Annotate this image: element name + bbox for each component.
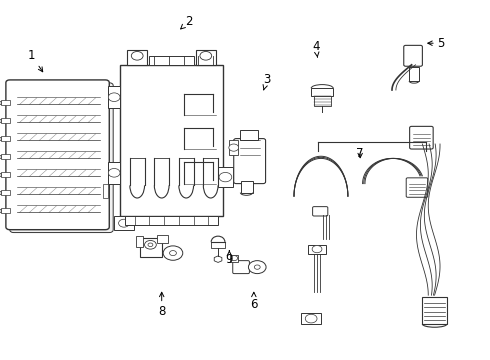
Bar	[0, 137, 1, 140]
Circle shape	[200, 51, 212, 60]
Circle shape	[108, 93, 120, 102]
Bar	[241, 181, 253, 193]
Bar	[0, 209, 1, 212]
Bar	[108, 86, 120, 108]
Bar	[149, 56, 194, 65]
FancyBboxPatch shape	[404, 45, 422, 66]
Bar	[1, 136, 10, 141]
Bar	[229, 140, 238, 155]
Bar	[0, 119, 1, 122]
Bar	[1, 100, 10, 105]
FancyBboxPatch shape	[10, 83, 113, 233]
Text: 6: 6	[250, 292, 258, 311]
FancyBboxPatch shape	[6, 80, 109, 230]
Bar	[157, 235, 168, 243]
Bar	[1, 154, 10, 159]
Text: 4: 4	[312, 40, 320, 58]
Polygon shape	[214, 256, 222, 262]
Bar	[196, 50, 216, 65]
Circle shape	[254, 265, 260, 269]
Circle shape	[229, 144, 239, 151]
Bar	[125, 216, 218, 225]
Circle shape	[231, 256, 238, 261]
Circle shape	[219, 172, 232, 182]
Circle shape	[108, 168, 120, 177]
Circle shape	[148, 243, 153, 247]
Bar	[301, 313, 321, 324]
Bar	[0, 155, 1, 158]
Text: 5: 5	[428, 37, 445, 50]
Bar	[1, 208, 10, 213]
Circle shape	[145, 240, 156, 249]
Circle shape	[305, 314, 317, 323]
Text: 9: 9	[225, 251, 233, 266]
Bar	[1, 172, 10, 177]
Text: 2: 2	[181, 15, 193, 29]
Bar	[114, 216, 134, 230]
Circle shape	[131, 51, 143, 60]
Circle shape	[248, 261, 266, 274]
Bar	[211, 242, 225, 248]
Text: 8: 8	[158, 292, 166, 318]
Circle shape	[170, 251, 176, 256]
FancyBboxPatch shape	[410, 126, 433, 149]
Bar	[140, 238, 162, 257]
Bar	[0, 173, 1, 176]
Circle shape	[163, 246, 183, 260]
Bar	[0, 191, 1, 194]
FancyBboxPatch shape	[233, 261, 249, 274]
Bar	[409, 67, 419, 81]
Text: 1: 1	[28, 49, 43, 72]
Bar	[218, 167, 233, 187]
Bar	[0, 101, 1, 104]
Bar	[127, 50, 147, 65]
FancyBboxPatch shape	[406, 178, 428, 197]
Text: 7: 7	[356, 147, 364, 159]
Bar	[308, 245, 326, 254]
FancyBboxPatch shape	[234, 139, 266, 184]
Bar	[136, 236, 143, 247]
Bar	[230, 255, 238, 262]
Bar	[1, 118, 10, 123]
Bar	[422, 297, 447, 324]
FancyBboxPatch shape	[313, 207, 328, 216]
Circle shape	[119, 219, 129, 227]
Bar	[103, 184, 108, 198]
Bar	[108, 162, 120, 184]
Circle shape	[312, 246, 322, 253]
Bar	[311, 88, 333, 96]
Bar	[1, 190, 10, 195]
Bar	[120, 65, 223, 216]
Text: 3: 3	[263, 73, 271, 90]
Bar	[240, 130, 258, 140]
Bar	[314, 96, 331, 106]
